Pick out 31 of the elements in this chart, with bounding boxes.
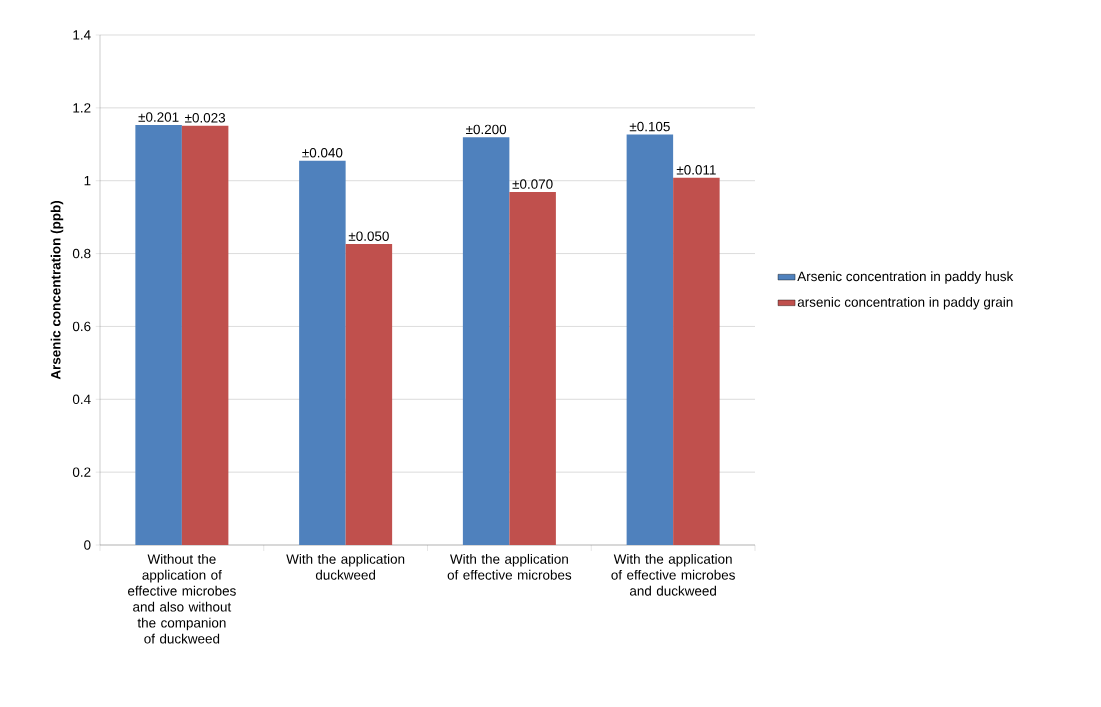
- bar: [345, 244, 393, 545]
- annotation: ±0.023: [185, 112, 226, 123]
- bar: [135, 124, 182, 545]
- y-tick-label: 1.2: [73, 103, 91, 113]
- annotation: ±0.040: [302, 147, 343, 158]
- bar: [673, 177, 720, 545]
- legend-label: arsenic concentration in paddy grain: [797, 296, 1013, 310]
- bar: [181, 125, 229, 545]
- x-tick-label: With the application of effective microbes and duckweed: [611, 553, 735, 596]
- annotation: ±0.050: [348, 231, 389, 241]
- x-tick-label: Without the application of effective microbes and also without the companion of duckweed: [128, 553, 236, 644]
- legend-label: Arsenic concentration in paddy husk: [797, 271, 1014, 284]
- annotation: ±0.201: [138, 112, 179, 122]
- annotation: ±0.200: [466, 124, 507, 135]
- annotation: ±0.105: [629, 121, 670, 132]
- x-tick-label: With the application of effective microbes: [447, 553, 572, 580]
- y-tick-label: 0: [84, 540, 91, 550]
- y-tick-label: 0.4: [72, 394, 91, 405]
- bar: [462, 137, 510, 545]
- bar: [626, 134, 674, 545]
- x-tick-label: With the application duckweed: [286, 553, 405, 580]
- y-tick-label: 1: [84, 176, 91, 186]
- y-tick-label: 0.2: [72, 467, 91, 477]
- y-tick-label: 0.8: [72, 248, 91, 259]
- bar: [509, 192, 556, 545]
- annotation: ±0.011: [676, 165, 716, 175]
- bar: [299, 160, 346, 545]
- y-axis-title: Arsenic concentration (ppb): [50, 201, 64, 380]
- annotation: ±0.070: [512, 179, 553, 189]
- y-tick-label: 0.6: [72, 321, 91, 332]
- y-tick-label: 1.4: [73, 30, 91, 40]
